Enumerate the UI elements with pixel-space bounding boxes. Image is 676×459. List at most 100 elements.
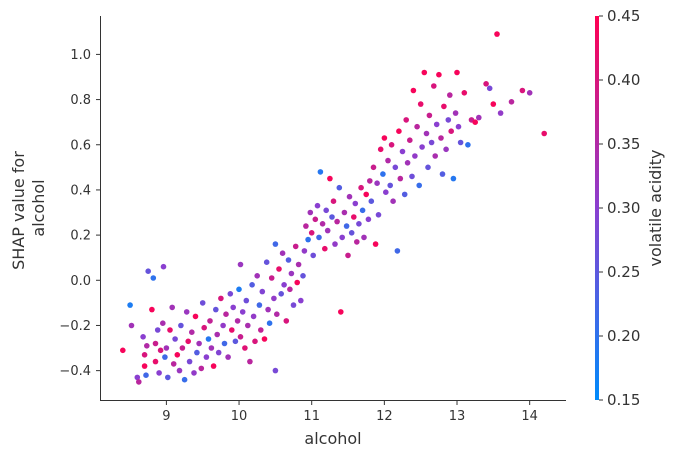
data-point xyxy=(381,135,388,141)
colorbar-tick-label: 0.45 xyxy=(607,7,640,25)
data-point xyxy=(483,81,489,87)
data-point xyxy=(410,87,417,94)
data-point xyxy=(305,236,311,243)
data-point xyxy=(401,191,408,198)
data-point xyxy=(162,354,168,360)
data-point xyxy=(303,223,309,229)
data-point xyxy=(268,275,275,281)
data-point xyxy=(165,374,171,381)
data-point xyxy=(407,137,413,143)
data-point xyxy=(387,182,394,189)
y-tick-label: −0.4 xyxy=(59,364,91,379)
data-point xyxy=(314,202,321,209)
y-tick-label: 0.8 xyxy=(70,93,91,108)
data-point xyxy=(230,304,236,311)
colorbar-label: volatile acidity xyxy=(646,150,665,267)
data-point xyxy=(278,291,285,297)
data-point xyxy=(237,334,244,340)
data-point xyxy=(214,331,220,338)
data-point xyxy=(294,279,301,286)
data-point xyxy=(332,241,338,247)
data-point xyxy=(218,295,224,302)
data-point xyxy=(263,259,270,266)
data-point xyxy=(348,230,355,236)
y-tick-label: 0.2 xyxy=(70,229,91,244)
data-point xyxy=(307,209,314,216)
data-point xyxy=(383,189,389,195)
data-point xyxy=(279,250,286,256)
data-point xyxy=(346,193,353,200)
data-point xyxy=(417,101,424,107)
y-tick-label: 1.0 xyxy=(70,48,91,63)
data-point xyxy=(452,110,459,116)
data-point xyxy=(259,288,266,295)
y-tick-label: 0.0 xyxy=(70,274,91,289)
data-point xyxy=(141,363,148,369)
data-point xyxy=(176,367,183,374)
data-point xyxy=(301,248,308,254)
data-point xyxy=(323,207,330,214)
data-point xyxy=(508,99,515,105)
data-point xyxy=(203,354,210,360)
data-point xyxy=(324,227,331,234)
x-tick-label: 12 xyxy=(376,409,393,424)
x-tick-label: 13 xyxy=(449,409,466,424)
colorbar-tick-label: 0.15 xyxy=(607,391,640,409)
data-point xyxy=(189,329,195,336)
data-point xyxy=(385,157,391,164)
data-point xyxy=(271,295,277,302)
data-point xyxy=(439,171,446,177)
colorbar-ticks: 0.15 0.20 0.25 0.30 0.35 0.40 0.45 xyxy=(599,7,640,409)
data-point xyxy=(254,273,260,279)
data-point xyxy=(450,175,457,182)
data-point xyxy=(356,221,362,227)
data-point xyxy=(457,139,464,146)
data-point xyxy=(256,302,263,308)
data-point xyxy=(300,273,306,279)
data-point xyxy=(414,123,420,130)
scatter-points xyxy=(120,31,547,385)
data-point xyxy=(388,142,395,148)
data-point xyxy=(272,367,279,374)
data-point xyxy=(425,164,431,171)
data-point xyxy=(322,245,328,252)
data-point xyxy=(174,352,181,358)
data-point xyxy=(247,358,253,365)
data-point xyxy=(140,334,146,340)
data-point xyxy=(196,340,202,347)
data-point xyxy=(156,370,162,376)
data-point xyxy=(438,135,444,141)
data-point xyxy=(152,358,159,365)
data-point xyxy=(213,306,219,313)
data-point xyxy=(334,218,340,225)
data-point xyxy=(412,153,418,159)
x-tick-label: 11 xyxy=(303,409,320,424)
data-point xyxy=(272,241,279,247)
data-point xyxy=(225,354,231,360)
data-point xyxy=(486,85,493,92)
data-point xyxy=(295,261,302,268)
data-point xyxy=(237,261,244,268)
data-point xyxy=(416,182,423,189)
data-point xyxy=(169,304,175,311)
data-point xyxy=(455,123,462,130)
data-point xyxy=(338,309,344,315)
data-point xyxy=(227,291,234,297)
data-point xyxy=(403,117,410,123)
data-point xyxy=(167,327,173,333)
data-point xyxy=(359,207,366,214)
data-point xyxy=(461,90,468,96)
data-point xyxy=(276,266,282,272)
y-tick-label: −0.2 xyxy=(59,319,91,334)
data-point xyxy=(358,184,364,191)
data-point xyxy=(185,338,191,345)
data-point xyxy=(541,130,547,137)
data-point xyxy=(252,338,258,345)
data-point xyxy=(154,327,161,333)
data-point xyxy=(336,184,343,191)
data-point xyxy=(170,361,177,367)
data-point xyxy=(265,306,271,313)
data-point xyxy=(351,214,357,220)
data-point xyxy=(329,214,335,220)
data-point xyxy=(249,282,255,288)
